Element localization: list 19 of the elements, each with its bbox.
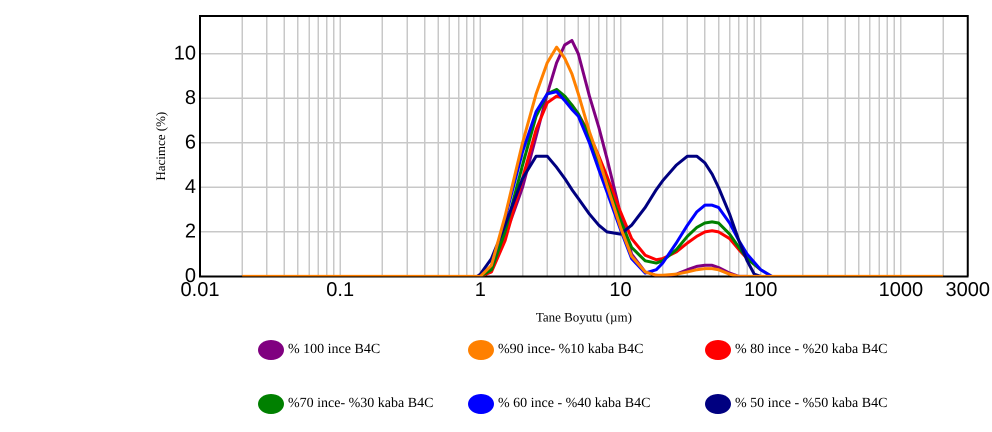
x-tick-label: 100	[744, 278, 778, 301]
legend-label: % 100 ince B4C	[288, 342, 380, 358]
y-axis-title: Hacimce (%)	[153, 112, 168, 181]
x-tick-label: 10	[609, 278, 632, 301]
legend-label: %90 ince- %10 kaba B4C	[498, 342, 644, 358]
y-tick-label: 10	[174, 42, 196, 64]
legend-label: % 80 ince - %20 kaba B4C	[735, 342, 888, 358]
legend-label: % 50 ince - %50 kaba B4C	[735, 396, 888, 412]
x-tick-label: 1000	[878, 278, 924, 301]
legend-label: %70 ince- %30 kaba B4C	[288, 396, 434, 412]
x-tick-label: 0.1	[326, 278, 354, 301]
y-tick-label: 8	[184, 86, 196, 109]
y-tick-label: 6	[184, 131, 196, 154]
legend-label: % 60 ince - %40 kaba B4C	[498, 396, 650, 412]
x-tick-label: 1	[474, 278, 486, 301]
y-tick-label: 2	[184, 220, 196, 242]
x-tick-label: 3000	[946, 278, 990, 301]
y-tick-label: 4	[184, 176, 196, 198]
x-axis-title: Tane Boyutu (µm)	[536, 310, 632, 325]
